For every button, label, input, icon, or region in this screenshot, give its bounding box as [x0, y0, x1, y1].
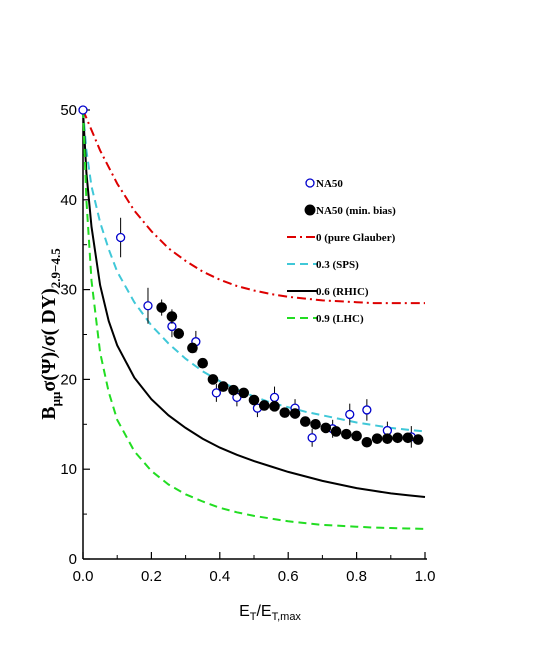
curve-2: [82, 109, 426, 498]
legend-marker: [304, 204, 316, 216]
axes: [82, 108, 427, 560]
legend-label: NA50 (min. bias): [316, 205, 396, 217]
filled-point: [187, 342, 198, 354]
open-point: [115, 232, 126, 243]
filled-point: [330, 426, 342, 437]
legend-label: 0 (pure Glauber): [316, 232, 396, 244]
filled-point: [207, 374, 219, 385]
filled-point: [258, 400, 270, 411]
filled-point: [402, 432, 414, 444]
y-tick-label: 50: [60, 102, 77, 119]
legend: NA50 NA50 (min. bias) 0 (pure Glauber) 0.3 …: [287, 178, 396, 325]
x-tick-label: 0.0: [73, 568, 94, 585]
x-tick-label: 0.8: [346, 568, 367, 585]
x-tick-label: 1.0: [415, 568, 436, 585]
filled-point: [197, 357, 208, 369]
filled-point: [269, 401, 280, 412]
legend-label: 0.6 (RHIC): [316, 286, 369, 298]
open-point: [345, 409, 355, 420]
filled-point: [248, 394, 260, 406]
filled-point: [320, 422, 332, 434]
x-axis-label: ET/ET,max: [239, 603, 301, 623]
filled-point: [371, 433, 383, 444]
filled-point: [341, 428, 352, 440]
filled-point: [217, 381, 229, 392]
model-curves: [82, 109, 426, 530]
y-tick-label: 20: [60, 371, 77, 388]
open-point: [211, 388, 222, 398]
curve-1: [82, 109, 426, 433]
filled-point: [382, 433, 393, 444]
y-tick-label: 30: [60, 282, 77, 299]
filled-point: [166, 311, 178, 322]
filled-point: [310, 419, 321, 430]
open-point: [362, 405, 372, 415]
filled-point: [238, 387, 250, 399]
filled-point: [173, 328, 185, 339]
filled-point: [412, 434, 424, 445]
legend-label: 0.3 (SPS): [316, 259, 359, 271]
filled-point: [289, 408, 301, 419]
tick-labels: 0.0 0.2 0.4 0.6 0.8 1.0 0 10 20 30 40 50: [60, 102, 435, 585]
open-point: [269, 392, 280, 403]
filled-point: [300, 416, 311, 427]
y-tick-label: 40: [60, 192, 77, 209]
y-axis-label: Bμμσ(Ψ)/σ( DY)2.9−4.5: [38, 248, 63, 420]
filled-point: [392, 432, 403, 444]
filled-point: [228, 384, 239, 396]
filled-point: [279, 407, 291, 418]
legend-label: 0.9 (LHC): [316, 313, 364, 325]
legend-marker: [305, 178, 315, 188]
open-point: [307, 433, 317, 443]
filled-point: [361, 436, 373, 448]
curve-3: [82, 109, 426, 530]
y-tick-label: 10: [60, 461, 77, 478]
data-points: [78, 105, 424, 448]
x-tick-label: 0.4: [209, 568, 230, 585]
x-tick-label: 0.6: [278, 568, 299, 585]
legend-label: NA50: [316, 178, 343, 190]
y-tick-label: 0: [69, 551, 77, 568]
curve-0: [82, 109, 425, 305]
filled-point: [351, 430, 362, 442]
filled-point: [156, 302, 167, 313]
open-point: [143, 301, 153, 311]
x-tick-label: 0.2: [141, 568, 162, 585]
open-point: [78, 105, 88, 115]
